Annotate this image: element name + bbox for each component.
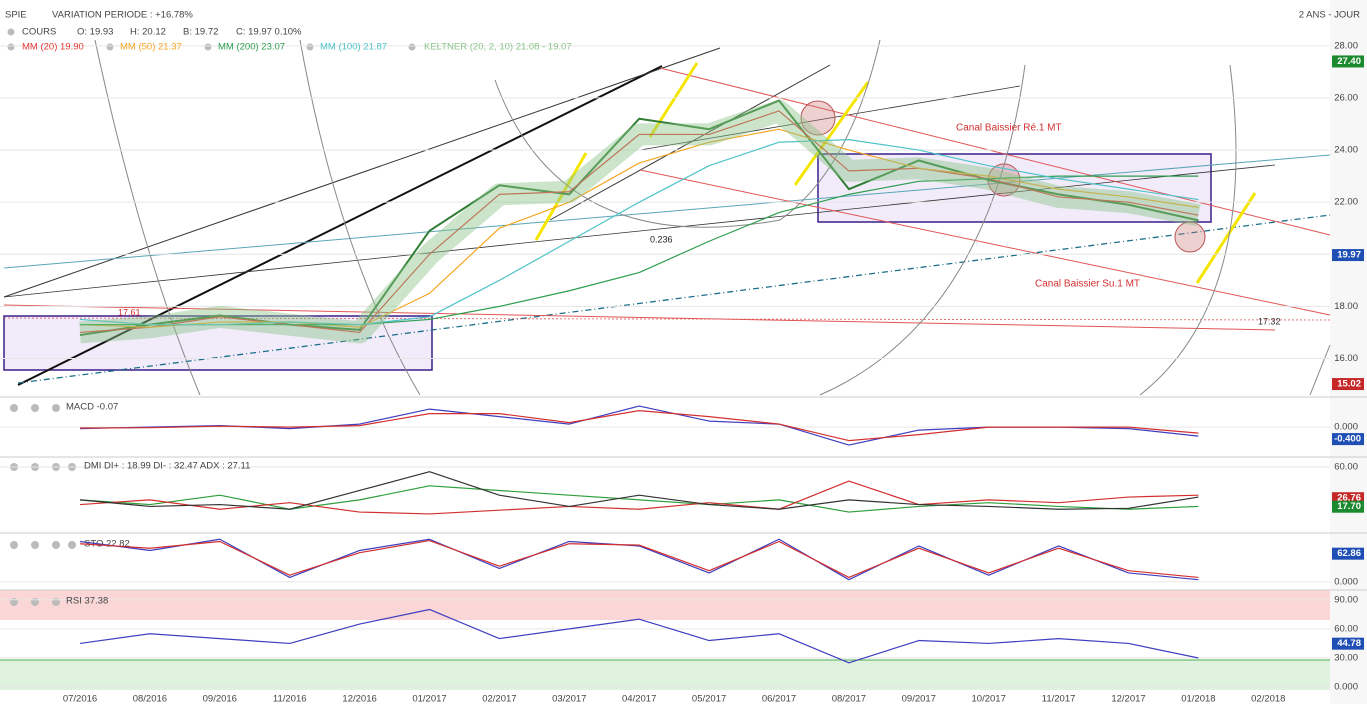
price-badge-label: 27.40 bbox=[1337, 56, 1361, 67]
panel-title: MACD -0.07 bbox=[66, 402, 118, 413]
y-tick-label: 0.000 bbox=[1334, 422, 1358, 433]
legend-label: MM (100) 21.87 bbox=[320, 42, 387, 53]
legend-label: MM (200) 23.07 bbox=[218, 42, 285, 53]
x-tick-label: 12/2016 bbox=[342, 694, 376, 704]
panel-title: DMI DI+ : 18.99 DI- : 32.47 ADX : 27.11 bbox=[84, 461, 250, 472]
price-badge-label: 17.70 bbox=[1337, 501, 1361, 512]
series-line bbox=[79, 405, 1199, 446]
price-badge-label: 62.86 bbox=[1337, 548, 1361, 559]
series-line bbox=[79, 538, 1199, 581]
price-badge bbox=[1332, 433, 1364, 446]
ohlc: C: 19.97 0.10% bbox=[236, 27, 302, 38]
legend-label: MM (50) 21.37 bbox=[120, 42, 182, 53]
panel-separators bbox=[0, 396, 1367, 591]
price-badge-label: 15.02 bbox=[1337, 379, 1361, 390]
chart-subtitle: VARIATION PERIODE : +16.78% bbox=[52, 10, 193, 21]
x-tick-label: 11/2016 bbox=[273, 694, 307, 704]
annotation: 17.61 bbox=[118, 307, 141, 317]
x-tick-label: 11/2017 bbox=[1042, 694, 1076, 704]
ohlc: H: 20.12 bbox=[130, 27, 166, 38]
x-tick-label: 10/2017 bbox=[972, 694, 1006, 704]
x-tick-label: 05/2017 bbox=[692, 694, 726, 704]
series-line bbox=[79, 608, 1199, 664]
legend-label: KELTNER (20, 2, 10) 21.08 - 19.07 bbox=[424, 42, 572, 53]
x-tick-label: 09/2016 bbox=[203, 694, 237, 704]
legend-label: COURS bbox=[22, 27, 56, 38]
x-tick-label: 01/2018 bbox=[1181, 694, 1215, 704]
series-line bbox=[79, 539, 1199, 579]
y-tick-label: 26.00 bbox=[1334, 92, 1358, 103]
price-badge bbox=[1332, 378, 1364, 391]
price-badge bbox=[1332, 249, 1364, 262]
y-tick-label: 22.00 bbox=[1334, 197, 1358, 208]
x-tick-label: 02/2017 bbox=[482, 694, 516, 704]
x-tick-label: 01/2017 bbox=[412, 694, 446, 704]
y-tick-label: 28.00 bbox=[1334, 40, 1358, 51]
y-tick-label: 18.00 bbox=[1334, 301, 1358, 312]
panel-title: STO 22.82 bbox=[84, 539, 130, 550]
annotation: Canal Baissier Ré.1 MT bbox=[956, 123, 1062, 134]
series-line bbox=[79, 480, 1199, 515]
x-tick-label: 03/2017 bbox=[552, 694, 586, 704]
x-tick-label: 09/2017 bbox=[902, 694, 936, 704]
price-badge-label: 26.76 bbox=[1337, 493, 1361, 504]
price-badge-label: -0.400 bbox=[1334, 434, 1361, 445]
series-line bbox=[79, 410, 1199, 442]
series-line bbox=[79, 128, 1199, 328]
price-badge bbox=[1332, 500, 1364, 513]
y-tick-label: 0.000 bbox=[1334, 682, 1358, 693]
series-line bbox=[79, 139, 1199, 326]
x-tick-label: 08/2016 bbox=[133, 694, 167, 704]
keltner-band bbox=[79, 99, 1201, 344]
price-badge-label: 19.97 bbox=[1337, 250, 1361, 261]
ohlc: B: 19.72 bbox=[183, 27, 218, 38]
series-line bbox=[79, 471, 1199, 510]
x-tick-label: 02/2018 bbox=[1251, 694, 1285, 704]
ohlc: O: 19.93 bbox=[77, 27, 113, 38]
x-tick-label: 06/2017 bbox=[762, 694, 796, 704]
y-tick-label: 16.00 bbox=[1334, 353, 1358, 364]
panel-title: RSI 37.38 bbox=[66, 596, 108, 607]
period: 2 ANS - JOUR bbox=[1299, 10, 1360, 21]
y-tick-label: 24.00 bbox=[1334, 145, 1358, 156]
x-tick-label: 07/2016 bbox=[63, 694, 97, 704]
price-badge bbox=[1332, 637, 1364, 650]
right-axis-bg bbox=[1330, 0, 1367, 704]
legend-label: MM (20) 19.90 bbox=[22, 42, 84, 53]
price-badge bbox=[1332, 55, 1364, 68]
annotation: 0.236 bbox=[650, 234, 673, 244]
price-badge-label: 44.78 bbox=[1337, 638, 1361, 649]
annotation: 17.32 bbox=[1258, 316, 1281, 326]
y-tick-label: 90.00 bbox=[1334, 594, 1358, 605]
x-tick-label: 08/2017 bbox=[832, 694, 866, 704]
x-tick-label: 12/2017 bbox=[1111, 694, 1145, 704]
series-line bbox=[80, 175, 1199, 326]
annotation: Canal Baissier Su.1 MT bbox=[1035, 279, 1140, 290]
price-badge bbox=[1332, 547, 1364, 560]
y-tick-label: 30.00 bbox=[1334, 653, 1358, 664]
y-tick-label: 60.00 bbox=[1334, 462, 1358, 473]
x-tick-label: 04/2017 bbox=[622, 694, 656, 704]
chart-title: SPIE bbox=[5, 10, 27, 21]
y-tick-label: 60.00 bbox=[1334, 623, 1358, 634]
y-tick-label: 0.000 bbox=[1334, 576, 1358, 587]
